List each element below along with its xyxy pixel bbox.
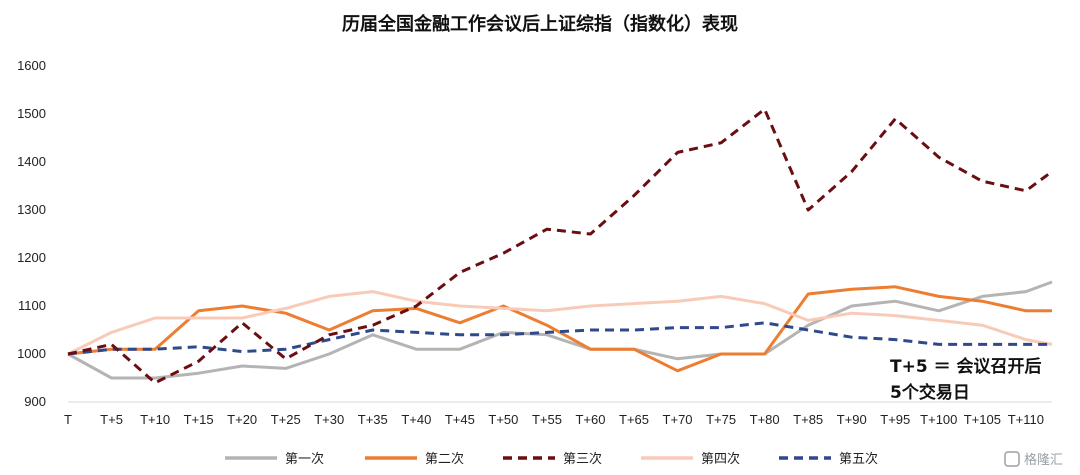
x-tick-label: T+50	[488, 412, 518, 427]
x-tick-label: T+80	[750, 412, 780, 427]
x-tick-label: T+10	[140, 412, 170, 427]
y-tick-label: 1300	[17, 202, 46, 217]
y-tick-label: 1400	[17, 154, 46, 169]
x-tick-label: T+95	[880, 412, 910, 427]
x-tick-label: T+105	[964, 412, 1001, 427]
y-tick-label: 1100	[18, 298, 46, 313]
x-tick-label: T+15	[184, 412, 214, 427]
watermark-text: 格隆汇	[1024, 452, 1063, 468]
y-axis: 900 1000 1100 1200 1300 1400 1500 1600	[17, 58, 46, 409]
x-tick-label: T+60	[575, 412, 605, 427]
chart-title: 历届全国金融工作会议后上证综指（指数化）表现	[342, 13, 738, 35]
x-tick-label: T+75	[706, 412, 736, 427]
x-tick-label: T+55	[532, 412, 562, 427]
legend-label: 第五次	[839, 451, 878, 467]
x-tick-label: T+45	[445, 412, 475, 427]
series-line	[67, 280, 1053, 380]
legend-label: 第二次	[425, 451, 464, 467]
y-tick-label: 1600	[17, 58, 46, 73]
y-tick-label: 1500	[17, 106, 46, 121]
x-tick-label: T+30	[314, 412, 344, 427]
annotation-note: T+5 ＝ 会议召开后 5个交易日	[890, 356, 1042, 403]
legend-label: 第四次	[701, 451, 740, 467]
x-tick-label: T+70	[663, 412, 693, 427]
series-layer	[67, 107, 1053, 385]
x-tick-label: T+5	[100, 412, 123, 427]
legend-label: 第三次	[563, 451, 602, 467]
watermark: 格隆汇	[1004, 451, 1063, 468]
y-tick-label: 1200	[17, 250, 46, 265]
x-tick-label: T+85	[793, 412, 823, 427]
series-line	[67, 107, 1053, 385]
x-tick-label: T+100	[920, 412, 957, 427]
x-tick-label: T+35	[358, 412, 388, 427]
legend-label: 第一次	[285, 451, 324, 467]
annotation-line-1: T+5 ＝ 会议召开后	[890, 356, 1042, 377]
x-tick-label: T+110	[1008, 412, 1044, 427]
series-line	[67, 285, 1052, 373]
annotation-line-2: 5个交易日	[890, 382, 970, 403]
x-tick-label: T+65	[619, 412, 649, 427]
series-line	[67, 321, 1052, 356]
series-line	[67, 290, 1053, 356]
y-tick-label: 900	[24, 394, 46, 409]
x-tick-label: T+90	[837, 412, 867, 427]
x-axis: T T+5 T+10 T+15 T+20 T+25 T+30 T+35 T+40 T+45 T+50…	[64, 401, 1052, 427]
x-tick-label: T	[64, 412, 72, 427]
x-tick-label: T+20	[227, 412, 257, 427]
legend: 第一次 第二次 第三次 第四次 第五次	[225, 451, 878, 467]
x-tick-label: T+25	[271, 412, 301, 427]
y-tick-label: 1000	[17, 346, 46, 361]
x-tick-label: T+40	[401, 412, 431, 427]
watermark-logo-icon	[1004, 451, 1020, 467]
